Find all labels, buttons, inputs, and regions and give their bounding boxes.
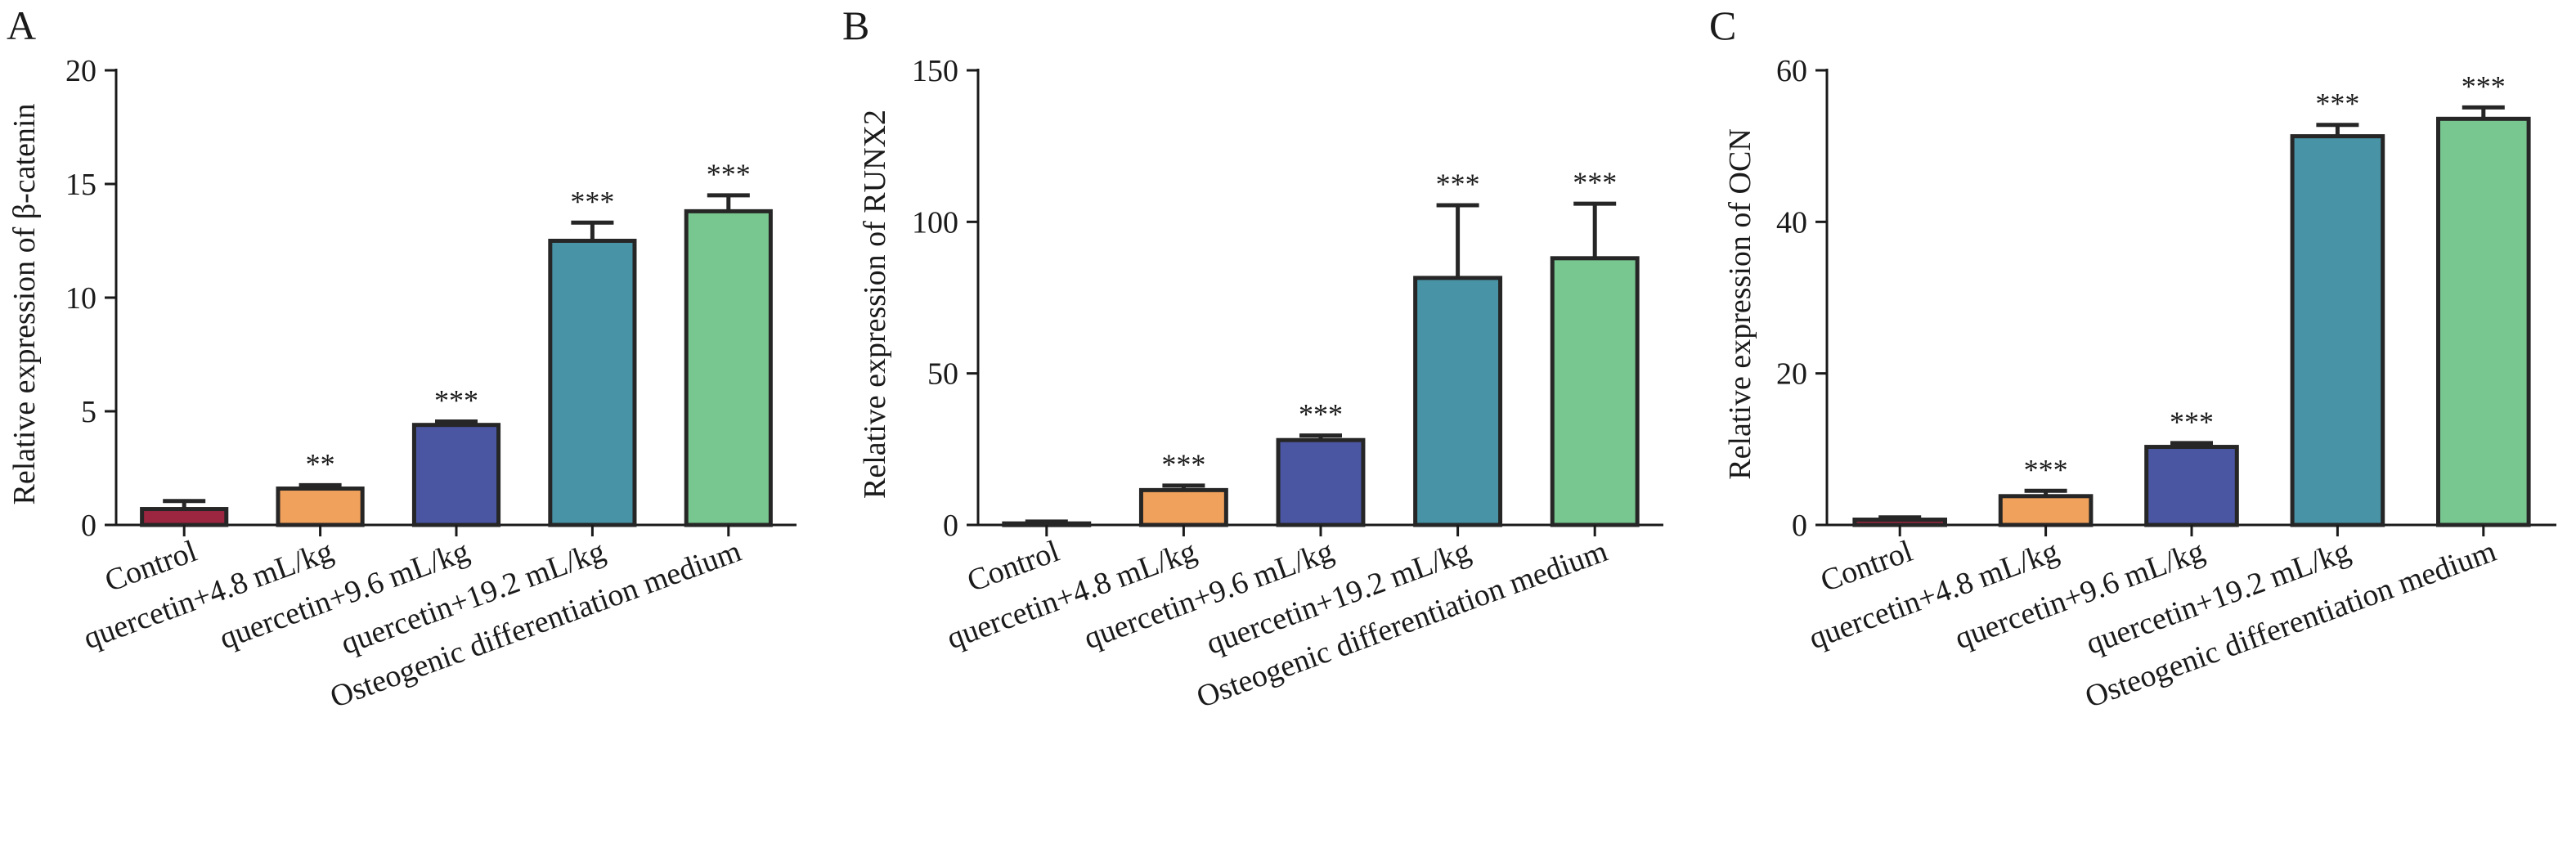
bar [2144, 445, 2239, 527]
panel-a-letter: A [7, 2, 36, 48]
bar [1276, 437, 1366, 527]
bar [1002, 521, 1092, 527]
y-tick-label: 150 [912, 54, 958, 88]
y-tick-label: 20 [1776, 357, 1807, 392]
panel-c: C Relative expression of OCN 0204060Cont… [1709, 2, 2556, 715]
panel-b-letter: B [842, 2, 869, 48]
panel-c-letter: C [1709, 2, 1736, 48]
y-tick-label: 60 [1776, 54, 1807, 88]
bar [1413, 276, 1503, 527]
y-tick-label: 0 [1792, 509, 1807, 543]
bar [276, 487, 365, 527]
significance-label: *** [434, 384, 478, 417]
category-label: quercetin+9.6 mL/kg [1950, 534, 2209, 656]
significance-label: *** [2315, 87, 2359, 120]
y-tick-label: 0 [81, 509, 96, 543]
bar [140, 507, 229, 527]
panel-a-y-axis-label: Relative expression of β-catenin [7, 104, 42, 505]
panel-c-y-axis-label: Relative expression of OCN [1723, 128, 1757, 480]
y-tick-label: 5 [81, 395, 96, 429]
bar [411, 423, 501, 527]
bar [1998, 494, 2094, 527]
significance-label: *** [2170, 406, 2214, 438]
bar [1550, 256, 1640, 527]
bar [2290, 134, 2385, 527]
bar [684, 209, 773, 527]
bar [548, 239, 637, 527]
significance-label: *** [707, 158, 751, 191]
panel-b-y-axis-label: Relative expression of RUNX2 [858, 110, 892, 499]
y-tick-label: 50 [927, 357, 958, 392]
significance-label: *** [570, 185, 614, 217]
bar [1852, 518, 1948, 527]
y-tick-label: 100 [912, 205, 958, 240]
significance-label: *** [1573, 166, 1617, 199]
significance-label: ** [306, 447, 335, 480]
panel-b: B Relative expression of RUNX2 0 50 100 150… [842, 2, 1663, 715]
significance-label: *** [1299, 398, 1343, 431]
y-tick-label: 0 [943, 509, 958, 543]
panel-a: A Relative expression of β-catenin 0 5 10 1… [7, 2, 797, 715]
significance-label: *** [2462, 70, 2506, 102]
significance-label: *** [1161, 448, 1205, 481]
significance-label: *** [2024, 453, 2068, 486]
y-tick-label: 10 [65, 281, 96, 316]
y-tick-label: 20 [65, 54, 96, 88]
significance-label: *** [1436, 168, 1480, 200]
bar [2435, 116, 2531, 527]
bar [1138, 487, 1228, 527]
y-tick-label: 15 [65, 168, 96, 202]
category-label: quercetin+4.8 mL/kg [1805, 534, 2063, 656]
y-tick-label: 40 [1776, 205, 1807, 240]
